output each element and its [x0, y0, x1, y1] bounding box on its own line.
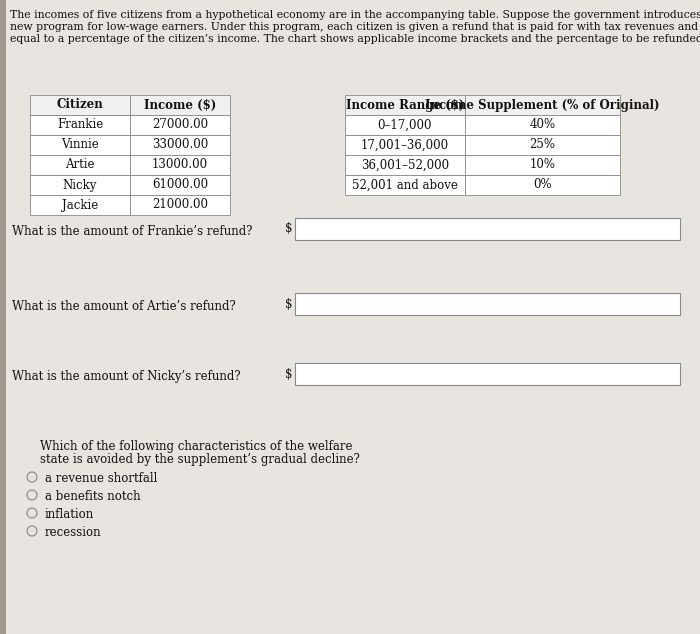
Bar: [130, 135, 230, 155]
Bar: [465, 95, 620, 115]
Bar: [30, 155, 130, 175]
Bar: [130, 195, 230, 215]
Text: 61000.00: 61000.00: [152, 179, 208, 191]
Text: 13000.00: 13000.00: [152, 158, 208, 172]
Text: Frankie: Frankie: [57, 119, 103, 131]
Bar: [0, 0, 6, 634]
Bar: [130, 115, 230, 135]
Text: Citizen: Citizen: [57, 98, 104, 112]
Bar: [295, 293, 680, 315]
Text: What is the amount of Artie’s refund?: What is the amount of Artie’s refund?: [12, 300, 236, 313]
Bar: [345, 155, 465, 175]
Text: 25%: 25%: [529, 138, 556, 152]
Text: 40%: 40%: [529, 119, 556, 131]
Text: 52,001 and above: 52,001 and above: [352, 179, 458, 191]
Bar: [465, 155, 620, 175]
Text: new program for low-wage earners. Under this program, each citizen is given a re: new program for low-wage earners. Under …: [10, 22, 700, 32]
Bar: [30, 135, 130, 155]
Bar: [130, 155, 230, 175]
Text: $: $: [284, 223, 292, 235]
Text: $: $: [284, 297, 292, 311]
Text: 0–17,000: 0–17,000: [378, 119, 433, 131]
Text: a revenue shortfall: a revenue shortfall: [45, 472, 158, 485]
Bar: [345, 175, 465, 195]
Text: Vinnie: Vinnie: [61, 138, 99, 152]
Text: $: $: [284, 368, 292, 380]
Text: state is avoided by the supplement’s gradual decline?: state is avoided by the supplement’s gra…: [40, 453, 360, 466]
Text: 10%: 10%: [529, 158, 556, 172]
Text: 0%: 0%: [533, 179, 552, 191]
Text: 21000.00: 21000.00: [152, 198, 208, 212]
Bar: [30, 115, 130, 135]
Text: Income ($): Income ($): [144, 98, 216, 112]
Text: The incomes of five citizens from a hypothetical economy are in the accompanying: The incomes of five citizens from a hypo…: [10, 10, 700, 20]
Text: Nicky: Nicky: [63, 179, 97, 191]
Text: Income Supplement (% of Original): Income Supplement (% of Original): [426, 98, 659, 112]
Bar: [30, 95, 130, 115]
Text: Which of the following characteristics of the welfare: Which of the following characteristics o…: [40, 440, 353, 453]
Bar: [465, 175, 620, 195]
Text: recession: recession: [45, 526, 102, 539]
Bar: [295, 363, 680, 385]
Text: What is the amount of Nicky’s refund?: What is the amount of Nicky’s refund?: [12, 370, 241, 383]
Bar: [465, 115, 620, 135]
Bar: [465, 135, 620, 155]
Circle shape: [27, 526, 37, 536]
Bar: [30, 175, 130, 195]
Text: inflation: inflation: [45, 508, 94, 521]
Text: 27000.00: 27000.00: [152, 119, 208, 131]
Circle shape: [27, 490, 37, 500]
Text: equal to a percentage of the citizen’s income. The chart shows applicable income: equal to a percentage of the citizen’s i…: [10, 34, 700, 44]
Text: Income Range ($): Income Range ($): [346, 98, 464, 112]
Bar: [345, 115, 465, 135]
Bar: [345, 95, 465, 115]
Bar: [30, 195, 130, 215]
Bar: [130, 175, 230, 195]
Circle shape: [27, 472, 37, 482]
Bar: [130, 95, 230, 115]
Bar: [345, 135, 465, 155]
Bar: [295, 218, 680, 240]
Text: Artie: Artie: [65, 158, 94, 172]
Text: 17,001–36,000: 17,001–36,000: [361, 138, 449, 152]
Circle shape: [27, 508, 37, 518]
Text: What is the amount of Frankie’s refund?: What is the amount of Frankie’s refund?: [12, 225, 253, 238]
Text: 36,001–52,000: 36,001–52,000: [361, 158, 449, 172]
Text: Jackie: Jackie: [62, 198, 98, 212]
Text: a benefits notch: a benefits notch: [45, 490, 141, 503]
Text: 33000.00: 33000.00: [152, 138, 208, 152]
